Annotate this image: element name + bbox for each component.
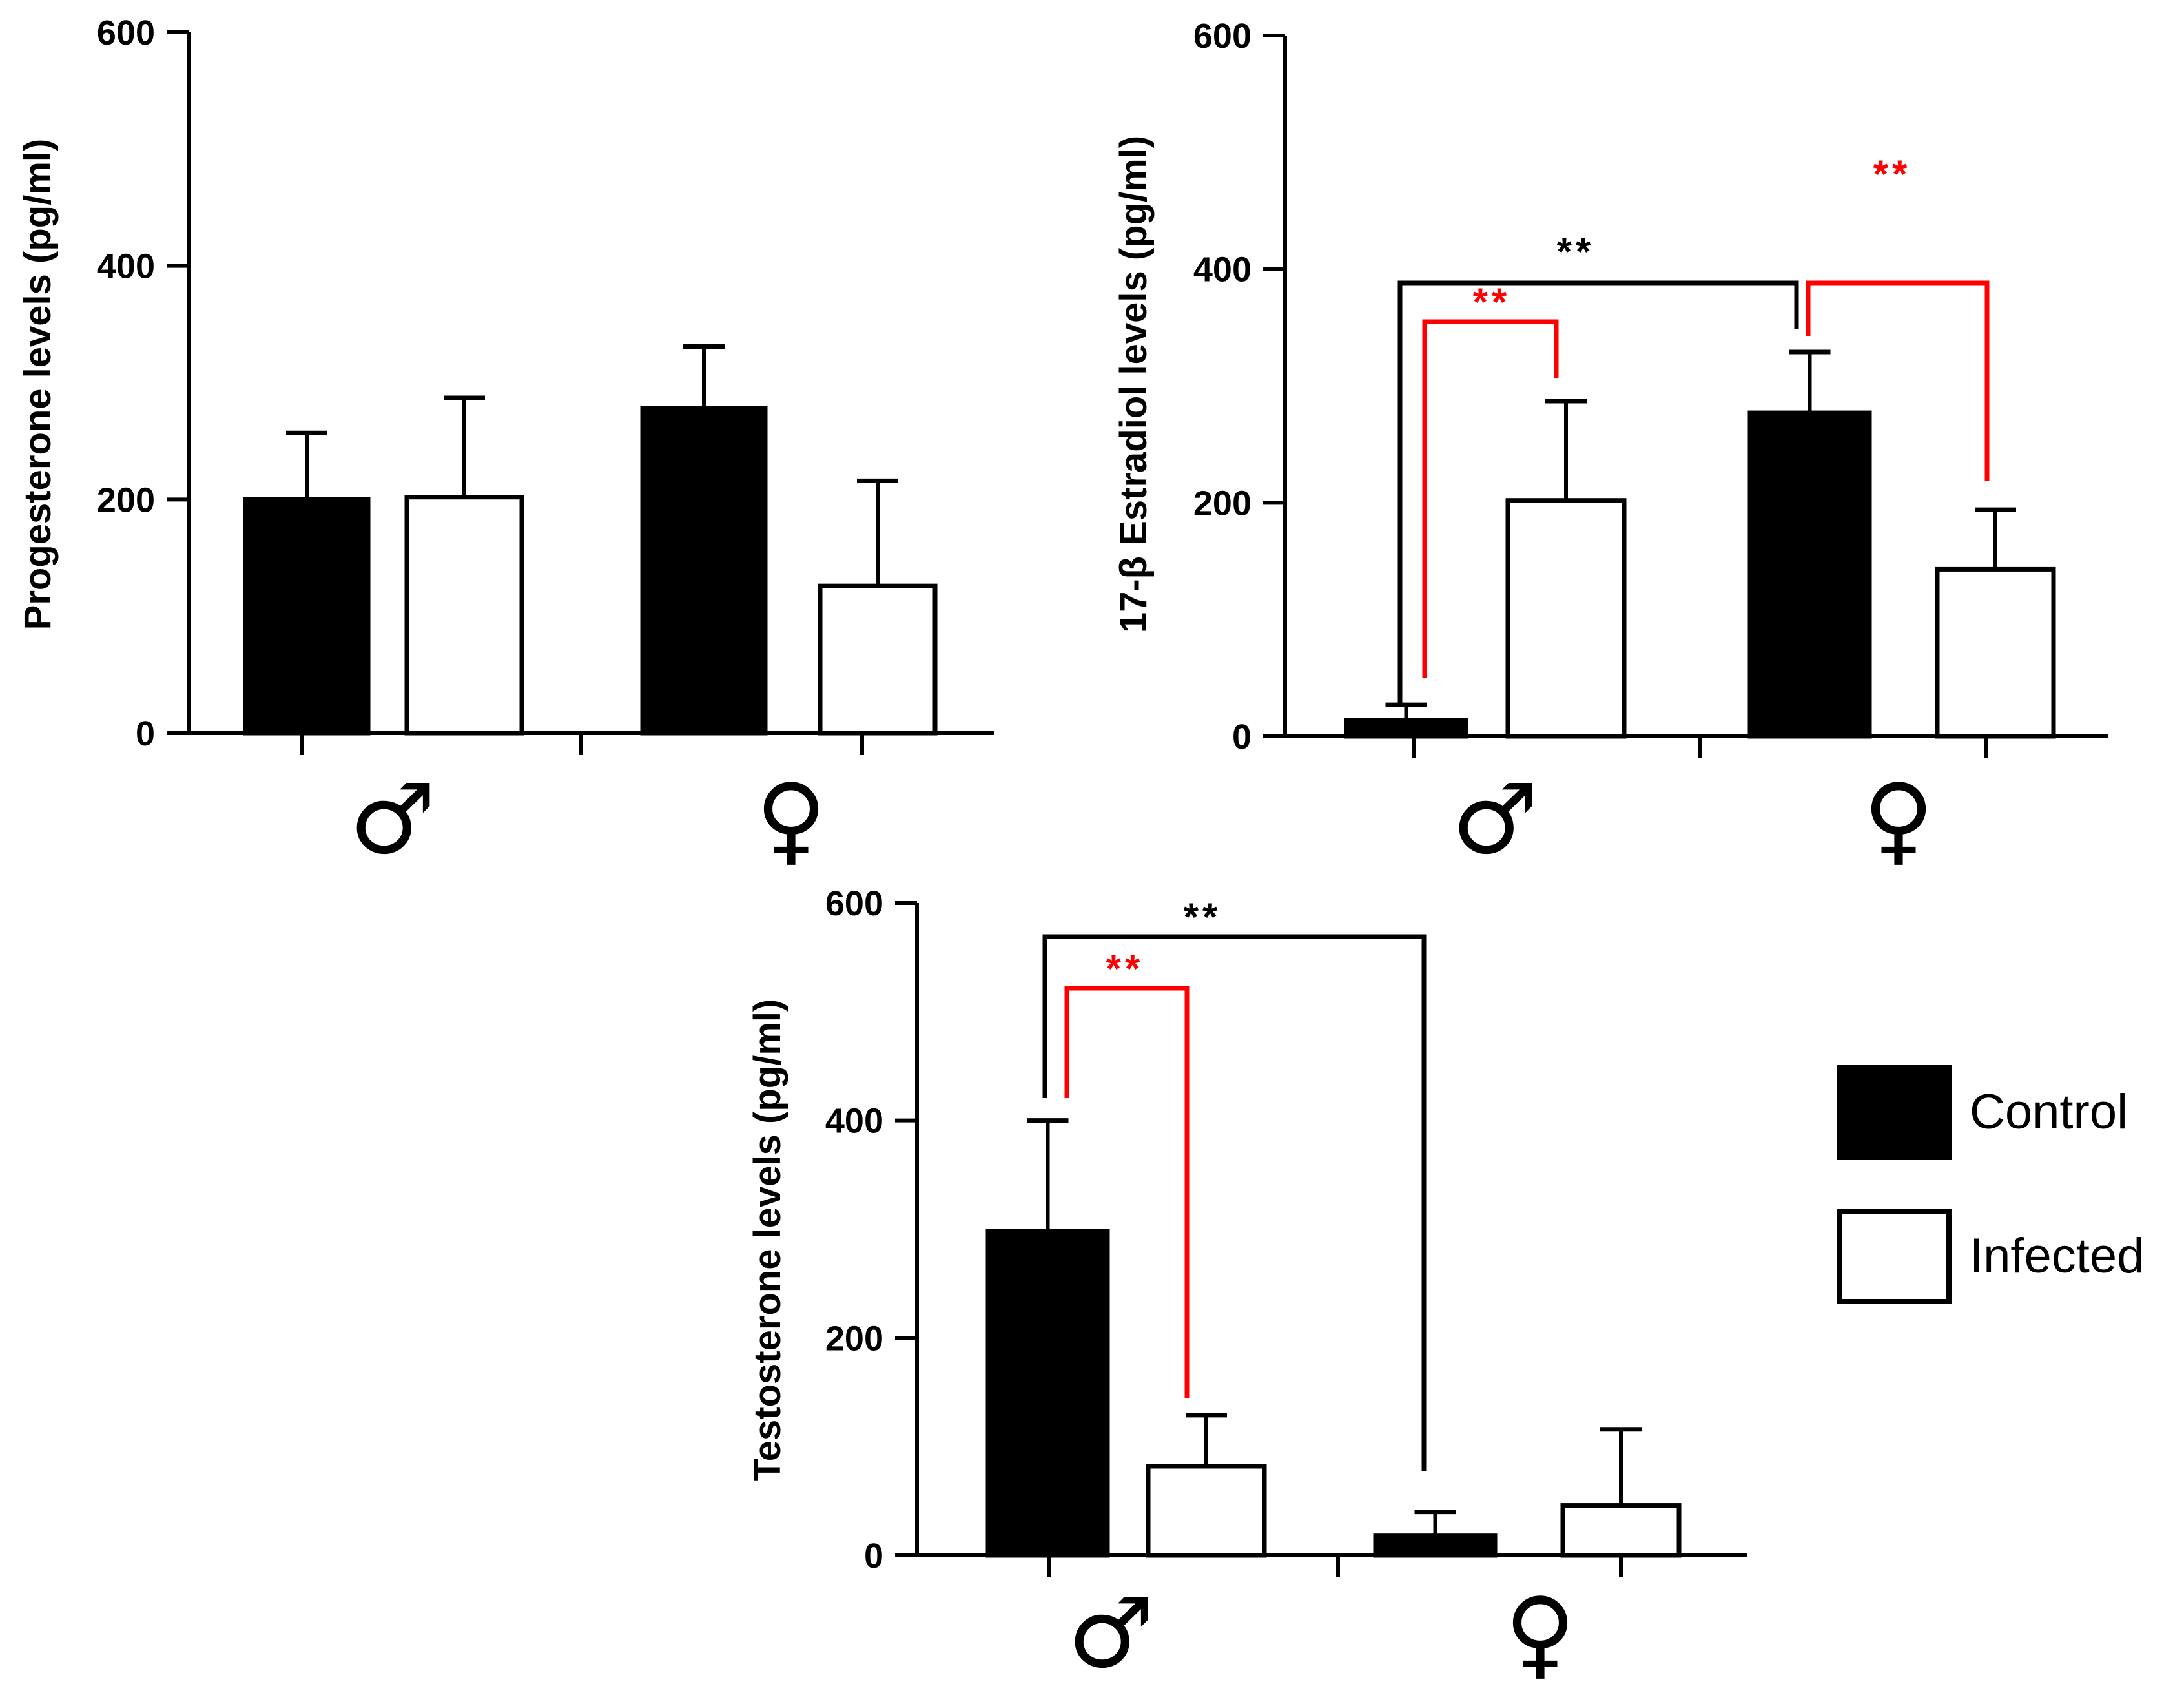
estradiol-significance-bracket-2 — [1806, 280, 1990, 481]
progesterone-y-tick-label-400: 400 — [97, 247, 155, 286]
progesterone-bar-control-female — [640, 406, 768, 736]
testosterone-significance-label-0: ** — [1184, 895, 1222, 939]
progesterone-x-tick-female: ♀ — [756, 763, 827, 876]
progesterone-y-tick-label-200: 200 — [97, 481, 155, 519]
testosterone-bar-control-male — [985, 1229, 1110, 1558]
testosterone-y-tick-label-400: 400 — [825, 1102, 883, 1141]
testosterone-y-axis-label: Testosterone levels (pg/ml) — [747, 999, 788, 1482]
progesterone-panel: Progesterone levels (pg/ml) ♂ ♀ 0 200 400 6… — [17, 14, 994, 876]
legend: Control Infected — [1837, 1065, 2144, 1304]
legend-swatch-control — [1837, 1065, 1952, 1160]
testosterone-significance-label-1: ** — [1106, 947, 1144, 990]
testosterone-bar-control-female — [1373, 1533, 1498, 1558]
progesterone-y-axis-label: Progesterone levels (pg/ml) — [17, 139, 59, 630]
legend-swatch-infected — [1837, 1209, 1952, 1304]
estradiol-y-tick-label-200: 200 — [1193, 484, 1252, 523]
testosterone-bar-infected-female — [1560, 1503, 1682, 1558]
estradiol-significance-label-0: ** — [1557, 230, 1595, 273]
testosterone-significance-bracket-0 — [1042, 934, 1427, 1471]
testosterone-x-tick-female: ♀ — [1505, 1577, 1576, 1690]
estradiol-y-tick-label-0: 0 — [1232, 718, 1252, 756]
estradiol-y-tick-label-600: 600 — [1193, 17, 1252, 56]
estradiol-significance-bracket-0 — [1397, 280, 1799, 704]
estradiol-y-axis-label: 17-β Estradiol levels (pg/ml) — [1113, 136, 1155, 633]
testosterone-significance-bracket-1 — [1064, 986, 1190, 1398]
progesterone-x-tick-male: ♂ — [349, 763, 436, 876]
progesterone-bar-control-male — [243, 497, 371, 736]
testosterone-bar-infected-male — [1146, 1464, 1267, 1558]
progesterone-bar-infected-female — [818, 583, 938, 736]
estradiol-significance-bracket-1 — [1422, 319, 1559, 678]
progesterone-y-tick-label-0: 0 — [136, 714, 155, 753]
estradiol-x-tick-female: ♀ — [1863, 763, 1934, 876]
estradiol-y-tick-label-400: 400 — [1193, 251, 1252, 289]
testosterone-panel: Testosterone levels (pg/ml) ♂ ♀ 0 200 400 6… — [747, 884, 1747, 1690]
legend-label-infected: Infected — [1970, 1229, 2144, 1283]
estradiol-significance-label-1: ** — [1473, 280, 1511, 324]
estradiol-significance-label-2: ** — [1873, 152, 1911, 196]
testosterone-y-tick-label-600: 600 — [825, 884, 883, 923]
estradiol-panel: 17-β Estradiol levels (pg/ml) ♂ ♀ 0 200 40… — [1113, 17, 2108, 876]
estradiol-bar-infected-male — [1505, 498, 1627, 739]
estradiol-bar-control-male — [1344, 718, 1468, 739]
legend-label-control: Control — [1970, 1085, 2128, 1139]
testosterone-y-tick-label-0: 0 — [864, 1537, 883, 1575]
estradiol-bar-infected-female — [1935, 566, 2056, 739]
testosterone-x-tick-male: ♂ — [1067, 1577, 1154, 1690]
progesterone-y-tick-label-600: 600 — [97, 14, 155, 52]
estradiol-x-tick-male: ♂ — [1452, 763, 1538, 876]
progesterone-bar-infected-male — [404, 495, 524, 736]
estradiol-bar-control-female — [1747, 410, 1872, 739]
testosterone-y-tick-label-200: 200 — [825, 1319, 883, 1358]
